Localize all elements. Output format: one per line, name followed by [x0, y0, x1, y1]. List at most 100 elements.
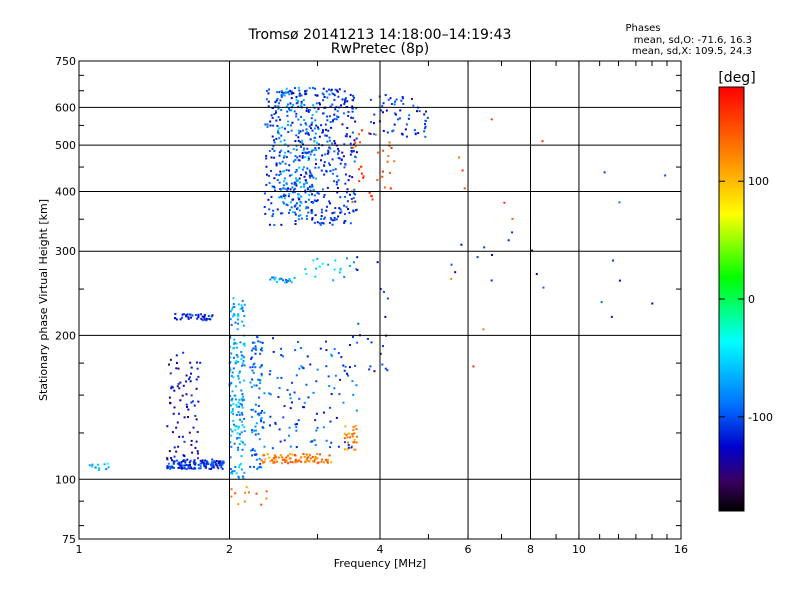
data-point [331, 120, 334, 123]
data-point [271, 459, 274, 462]
data-point [337, 215, 340, 218]
data-point [189, 361, 192, 364]
data-point [311, 121, 314, 124]
data-point [177, 445, 180, 448]
data-point [423, 122, 426, 125]
data-point [322, 426, 325, 429]
data-point [319, 347, 322, 350]
data-point [243, 398, 246, 401]
data-point [303, 401, 306, 404]
data-point [192, 426, 195, 429]
data-point [268, 88, 271, 91]
data-point [330, 461, 333, 464]
data-point [330, 393, 333, 396]
data-point [184, 461, 187, 464]
data-point [281, 458, 284, 461]
data-point [237, 313, 240, 316]
data-point [310, 186, 313, 189]
data-point [315, 412, 318, 415]
data-point [272, 276, 275, 279]
data-point [239, 341, 242, 344]
data-point [267, 105, 270, 108]
data-point [181, 394, 184, 397]
data-point [314, 458, 317, 461]
data-point [284, 91, 287, 94]
data-point [298, 198, 301, 201]
data-point [352, 261, 355, 264]
data-point [310, 209, 313, 212]
data-point [240, 440, 243, 443]
data-point [401, 95, 404, 98]
data-point [412, 104, 415, 107]
data-point [298, 89, 301, 92]
data-point [294, 154, 297, 157]
data-point [273, 461, 276, 464]
data-point [275, 164, 278, 167]
data-point [259, 382, 262, 385]
data-point [287, 195, 290, 198]
data-point [376, 151, 379, 154]
data-point [169, 467, 172, 470]
data-point [376, 178, 379, 181]
data-point [362, 175, 365, 178]
data-point [240, 358, 243, 361]
data-point [306, 151, 309, 154]
data-point [253, 341, 256, 344]
data-point [256, 413, 259, 416]
data-point [238, 405, 241, 408]
data-point [197, 315, 200, 318]
data-point [292, 103, 294, 106]
data-point [287, 107, 290, 110]
data-point [221, 460, 224, 463]
data-point [315, 124, 318, 127]
data-point [265, 165, 268, 168]
data-point [281, 93, 284, 96]
data-point [276, 376, 279, 379]
data-point [399, 109, 402, 112]
data-point [169, 402, 172, 405]
data-point [178, 463, 181, 466]
data-point [234, 321, 237, 324]
data-point [265, 183, 268, 186]
data-point [342, 155, 345, 158]
data-point [294, 220, 297, 223]
data-point [308, 453, 311, 456]
data-point [252, 465, 255, 468]
data-point [316, 126, 319, 129]
data-point [240, 389, 243, 392]
data-point [351, 433, 354, 436]
data-point [358, 168, 361, 171]
data-point [299, 200, 302, 203]
data-point [274, 422, 277, 425]
data-point [238, 372, 241, 375]
data-point [230, 445, 233, 448]
data-point [303, 156, 306, 159]
data-point [189, 463, 192, 466]
data-point [261, 409, 264, 412]
data-point [267, 174, 270, 177]
data-point [314, 455, 317, 458]
data-point [342, 112, 345, 115]
data-point [335, 118, 338, 121]
data-point [229, 428, 232, 431]
data-point [236, 360, 239, 363]
data-point [347, 114, 350, 117]
data-point [237, 476, 240, 479]
data-point [355, 441, 358, 444]
data-point [336, 90, 339, 93]
data-point [354, 193, 357, 196]
data-point [190, 439, 193, 442]
data-point [355, 384, 358, 387]
data-point [394, 113, 397, 116]
data-point [235, 385, 238, 388]
data-point [182, 351, 185, 354]
colorbar-tick-label: -100 [748, 411, 773, 424]
data-point [295, 429, 298, 432]
data-point [282, 202, 285, 205]
data-point [390, 102, 393, 105]
data-point [254, 366, 257, 369]
data-point [217, 462, 220, 465]
data-point [311, 114, 314, 117]
data-point [352, 94, 355, 97]
data-point [289, 151, 292, 154]
